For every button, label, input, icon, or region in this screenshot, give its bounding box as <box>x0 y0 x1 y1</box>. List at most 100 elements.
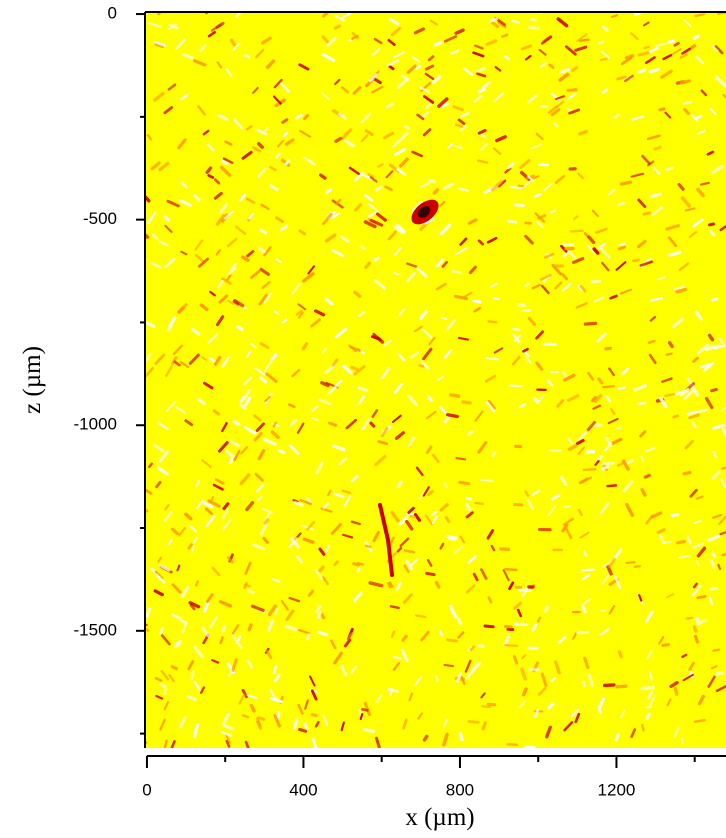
speckle <box>407 436 416 448</box>
speckle <box>320 381 330 388</box>
speckle <box>176 564 181 572</box>
speckle <box>543 605 550 614</box>
streak <box>378 503 394 577</box>
speckle <box>322 502 330 510</box>
speckle <box>621 367 629 375</box>
speckle <box>374 454 387 467</box>
speckle <box>690 113 699 122</box>
speckle <box>704 396 714 410</box>
speckle <box>656 276 666 281</box>
speckle <box>222 502 230 511</box>
speckle <box>224 140 233 146</box>
speckle <box>472 299 482 304</box>
speckle <box>671 48 682 56</box>
speckle <box>443 35 458 43</box>
x-tick-label: 400 <box>289 780 317 799</box>
speckle <box>661 540 672 545</box>
y-axis-label: z (µm) <box>19 346 46 414</box>
speckle <box>684 207 696 212</box>
speckle <box>667 341 674 349</box>
speckle <box>601 261 610 272</box>
speckle <box>715 684 726 693</box>
speckle <box>441 261 448 268</box>
speckle <box>403 125 411 130</box>
speckle <box>338 456 348 466</box>
speckle <box>586 244 595 254</box>
speckle <box>406 64 417 74</box>
speckle <box>675 287 687 294</box>
speckle <box>202 501 214 509</box>
speckle <box>546 378 554 387</box>
speckle <box>689 488 698 498</box>
speckle <box>617 201 625 207</box>
speckle <box>147 462 153 469</box>
speckle <box>522 347 529 353</box>
speckle <box>673 727 680 738</box>
speckle <box>354 203 363 212</box>
speckle <box>186 694 197 702</box>
speckle <box>521 654 527 660</box>
speckle <box>372 77 382 85</box>
speckle <box>411 201 422 212</box>
speckle <box>187 543 193 550</box>
speckle <box>671 317 684 329</box>
speckle <box>648 353 657 365</box>
speckle <box>439 503 449 512</box>
speckle <box>222 712 230 726</box>
speckle <box>165 400 176 412</box>
speckle <box>407 506 415 514</box>
speckle <box>530 143 542 150</box>
speckle <box>513 622 529 627</box>
speckle <box>424 102 432 110</box>
speckle <box>575 302 588 309</box>
speckle <box>445 413 459 419</box>
speckle <box>520 44 532 51</box>
speckle <box>693 519 702 525</box>
speckle <box>712 450 718 459</box>
speckle <box>607 557 616 569</box>
speckle <box>564 45 577 56</box>
speckle <box>717 563 722 570</box>
speckle <box>155 480 162 489</box>
speckle <box>325 188 332 194</box>
speckle <box>330 523 342 535</box>
speckle <box>264 395 271 403</box>
speckle <box>293 500 304 507</box>
speckle <box>678 554 691 559</box>
speckle <box>359 245 366 251</box>
speckle <box>407 394 418 407</box>
speckle <box>324 297 334 306</box>
speckle <box>485 400 496 413</box>
speckle <box>398 515 409 526</box>
speckle <box>599 627 610 636</box>
speckle <box>259 523 268 536</box>
speckle <box>170 527 180 536</box>
speckle <box>472 51 485 58</box>
speckle <box>477 239 485 246</box>
speckle <box>388 536 395 546</box>
speckle <box>361 707 369 712</box>
speckle <box>369 218 384 227</box>
speckle <box>694 13 705 18</box>
speckle <box>527 175 535 183</box>
image-plot <box>145 12 726 748</box>
speckle <box>470 661 481 674</box>
speckle <box>719 530 726 536</box>
speckle <box>276 139 285 148</box>
speckle <box>467 720 480 724</box>
speckle <box>197 105 206 116</box>
speckle <box>352 86 362 95</box>
speckle <box>643 473 651 479</box>
speckle <box>640 488 647 497</box>
speckle <box>393 225 404 235</box>
speckle <box>452 105 464 112</box>
speckle <box>714 75 726 88</box>
speckle <box>617 650 623 659</box>
speckle <box>582 573 591 580</box>
speckle <box>645 712 651 721</box>
speckle <box>352 591 363 603</box>
speckle <box>537 686 547 696</box>
speckle <box>393 51 405 59</box>
speckle <box>270 352 277 362</box>
